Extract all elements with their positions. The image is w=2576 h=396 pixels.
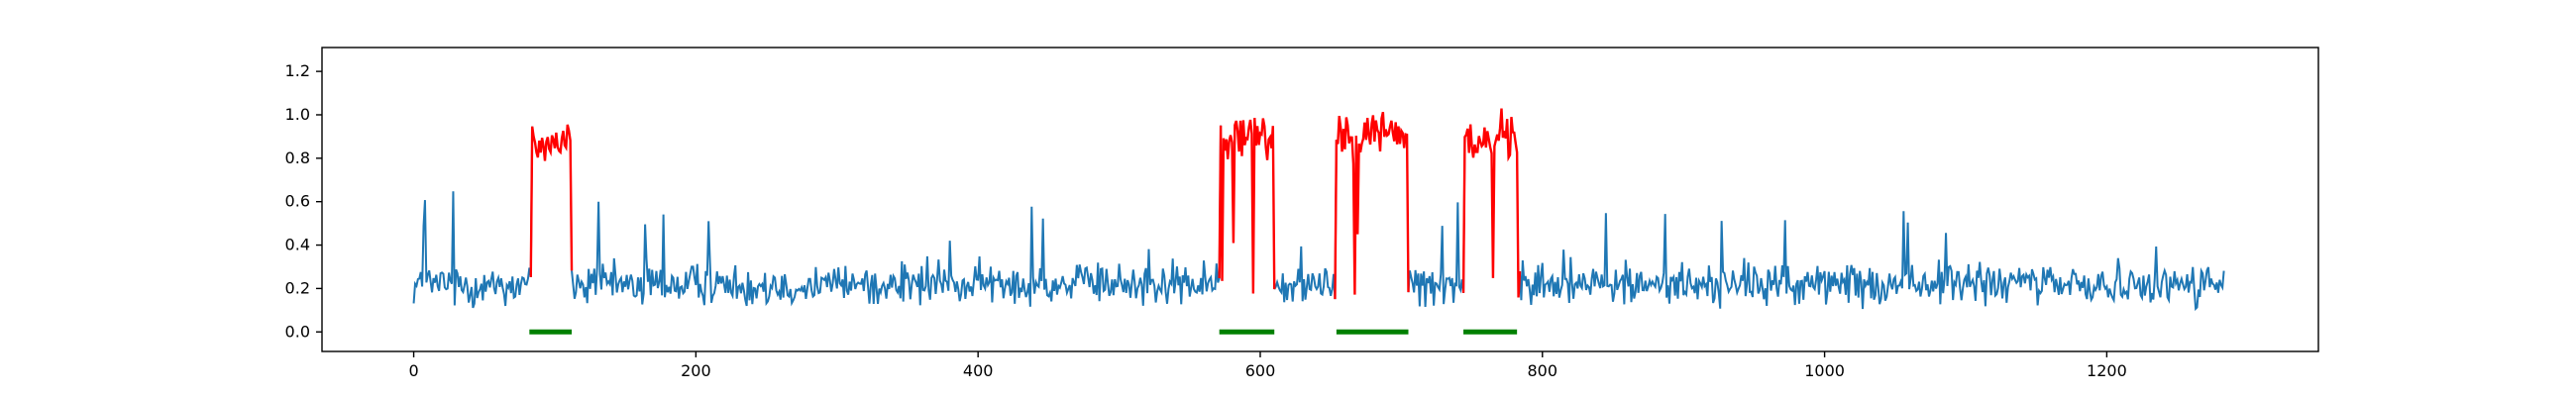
anomaly-segment-line-1	[529, 124, 574, 277]
y-tick-label: 0.0	[285, 322, 310, 341]
y-tick-label: 0.2	[285, 278, 310, 297]
y-tick-label: 0.4	[285, 236, 310, 254]
x-tick-label: 200	[681, 361, 711, 380]
y-tick-label: 0.8	[285, 148, 310, 167]
y-axis: 0.0 0.2 0.4 0.6 0.8 1.0 1.2	[285, 61, 322, 341]
x-axis: 0 200 400 600 800 1000 1200	[408, 351, 2127, 380]
anomaly-segment-line-4	[1461, 108, 1522, 298]
y-tick-label: 1.2	[285, 61, 310, 80]
y-tick-label: 0.6	[285, 192, 310, 211]
series-layer	[412, 108, 2225, 312]
anomaly-segment-line-3	[1334, 111, 1410, 300]
anomaly-segment-line-2	[1218, 118, 1276, 294]
x-tick-label: 600	[1245, 361, 1276, 380]
signal-series-line	[412, 125, 2225, 312]
x-tick-label: 0	[408, 361, 418, 380]
plot-area-frame	[321, 47, 2319, 352]
x-tick-label: 1000	[1804, 361, 1845, 380]
y-tick-label: 1.0	[285, 105, 310, 124]
x-tick-label: 1200	[2087, 361, 2127, 380]
x-tick-label: 400	[963, 361, 994, 380]
x-tick-label: 800	[1528, 361, 1558, 380]
